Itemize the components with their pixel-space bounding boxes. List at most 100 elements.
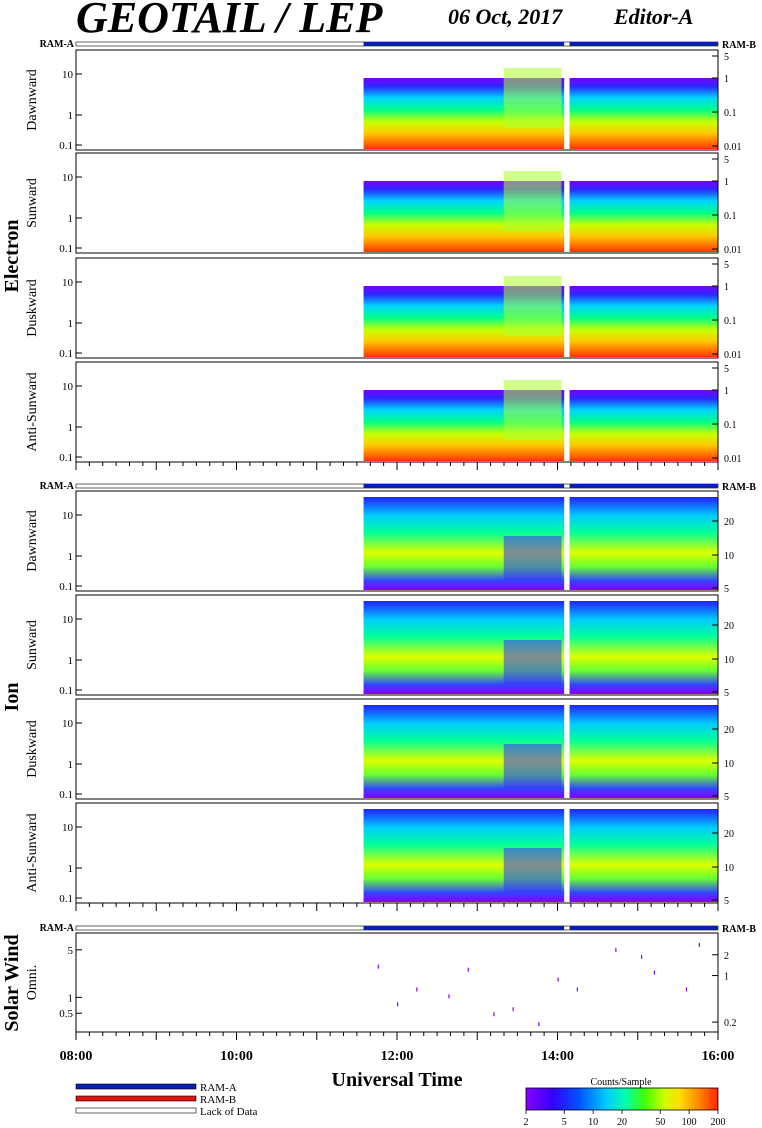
left-tick-label: 5: [68, 945, 74, 957]
panel-label: Duskward: [25, 720, 40, 778]
right-tick-label: 0.2: [724, 1018, 737, 1029]
panel-label: Sunward: [25, 178, 40, 228]
legend-label-ram-a: RAM-A: [200, 1082, 237, 1094]
panel-label: Dawnward: [25, 69, 40, 130]
ram-a-bar: [363, 484, 565, 488]
right-tick-label: 10: [724, 759, 734, 770]
left-tick-label: 0.1: [59, 243, 73, 255]
ram-b-label: RAM-B: [722, 924, 756, 935]
data-point: [653, 970, 655, 975]
spectrogram-block: [569, 181, 718, 252]
panel-frame: [75, 257, 719, 359]
x-axis-label: Universal Time: [332, 1069, 463, 1091]
panel-frame: [75, 152, 719, 254]
panel-label: Dawnward: [25, 510, 40, 571]
panel-ion-duskward: Duskward 10 1 0.1 20 10 5: [25, 698, 734, 803]
right-tick-label: 5: [724, 364, 729, 375]
panel-ion-anti-sunward: Anti-Sunward 10 1 0.1 20 10 5: [25, 802, 734, 907]
left-tick-label: 1: [68, 213, 74, 225]
colorbar-tick-label: 20: [617, 1117, 627, 1128]
right-tick-label: 5: [724, 260, 729, 271]
data-point: [397, 1002, 399, 1007]
panel-frame: [75, 49, 719, 151]
left-tick-label: 0.1: [59, 581, 73, 593]
data-point: [576, 987, 578, 992]
legend-label-lack: Lack of Data: [200, 1106, 258, 1118]
legend-swatch-lack: [75, 1107, 197, 1114]
left-tick-label: 10: [62, 69, 74, 81]
right-tick-label: 0.01: [724, 350, 742, 361]
panel-label: Anti-Sunward: [25, 372, 40, 451]
colorbar-tick-label: 10: [588, 1117, 598, 1128]
right-tick-label: 0.1: [724, 316, 737, 327]
left-tick-label: 0.1: [59, 789, 73, 801]
left-tick-label: 10: [62, 172, 74, 184]
panel-frame: [75, 698, 719, 800]
right-tick-label: 5: [724, 155, 729, 166]
left-tick-label: 1: [68, 110, 74, 122]
right-tick-label: 1: [724, 74, 729, 85]
spectrogram-enhancement: [503, 848, 562, 893]
left-tick-label: 0.1: [59, 893, 73, 905]
left-tick-label: 1: [68, 863, 74, 875]
spectrogram-enhancement: [503, 640, 562, 685]
right-tick-label: 20: [724, 725, 734, 736]
left-tick-label: 1: [68, 318, 74, 330]
panel-electron-anti-sunward: Anti-Sunward 10 1 0.1 5 1 0.1 0.01: [25, 361, 742, 465]
right-tick-label: 0.01: [724, 454, 742, 465]
spectrogram-enhancement: [503, 380, 562, 440]
left-tick-label: 10: [62, 510, 74, 522]
panel-label: Sunward: [25, 620, 40, 670]
spectrogram-block: [569, 497, 718, 590]
data-point: [377, 964, 379, 969]
data-point: [698, 942, 700, 947]
right-tick-label: 5: [724, 584, 729, 595]
plot-editor: Editor-A: [613, 4, 693, 29]
spectrogram-enhancement: [503, 171, 562, 231]
right-tick-label: 5: [724, 688, 729, 699]
panel-electron-dawnward: Dawnward 10 1 0.1 5 1 0.1 0.01: [25, 49, 742, 153]
spectrogram-enhancement: [503, 536, 562, 581]
right-tick-label: 0.1: [724, 420, 737, 431]
spectrogram-block: [569, 78, 718, 149]
data-point: [512, 1007, 514, 1012]
left-tick-label: 10: [62, 277, 74, 289]
data-point: [640, 954, 643, 959]
ram-a-label: RAM-A: [40, 923, 75, 934]
right-tick-label: 0.1: [724, 108, 737, 119]
group-label-ion: Ion: [1, 683, 23, 712]
ram-b-label: RAM-B: [722, 482, 756, 493]
right-tick-label: 20: [724, 517, 734, 528]
x-tick-label: 16:00: [702, 1049, 735, 1064]
ram-b-label: RAM-B: [722, 40, 756, 51]
left-tick-label: 0.1: [59, 452, 73, 464]
spectrogram-enhancement: [503, 68, 562, 128]
right-tick-label: 20: [724, 621, 734, 632]
spectrogram-block: [569, 705, 718, 798]
colorbar-tick-label: 100: [682, 1117, 697, 1128]
right-tick-label: 10: [724, 863, 734, 874]
group-label-electron: Electron: [1, 220, 23, 293]
ram-a-bar: [569, 926, 718, 930]
ram-a-bar: [569, 42, 718, 46]
right-tick-label: 0.01: [724, 142, 742, 153]
panel-solar-wind-omni-: Omni. 5 1 0.5 2 1 0.2: [25, 932, 737, 1033]
right-tick-label: 5: [724, 792, 729, 803]
ram-a-bar: [363, 926, 565, 930]
ram-a-bar: [569, 484, 718, 488]
left-tick-label: 1: [68, 551, 74, 563]
colorbar-title: Counts/Sample: [590, 1077, 652, 1088]
spectrogram-block: [569, 601, 718, 694]
panel-frame: [75, 490, 719, 592]
data-point: [493, 1012, 495, 1017]
panel-frame: [75, 932, 719, 1033]
colorbar-tick-label: 2: [524, 1117, 529, 1128]
left-tick-label: 0.1: [59, 348, 73, 360]
left-tick-label: 0.1: [59, 140, 73, 152]
legend-swatch-ram-b: [75, 1095, 197, 1102]
left-tick-label: 1: [68, 655, 74, 667]
data-point: [538, 1022, 540, 1027]
legend: RAM-A RAM-B Lack of Data: [75, 1082, 258, 1118]
